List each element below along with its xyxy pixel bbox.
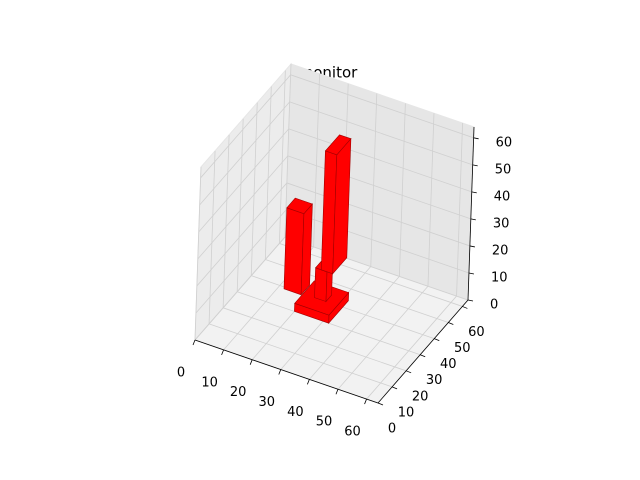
- grid-line: [208, 150, 216, 324]
- voxel-top-face: [286, 197, 313, 215]
- grid-line: [200, 74, 291, 179]
- x-tick: [307, 379, 310, 385]
- x-tick-label: 40: [287, 405, 304, 420]
- voxels: [283, 134, 352, 325]
- z-tick-label: 10: [491, 270, 508, 285]
- grid-line: [222, 134, 230, 308]
- grid-line: [427, 113, 435, 287]
- y-tick-label: 20: [412, 389, 429, 404]
- y-tick: [434, 338, 440, 341]
- y-tick: [462, 306, 468, 309]
- x-tick-label: 30: [259, 395, 276, 410]
- grid-line: [286, 182, 471, 247]
- grid-line: [289, 101, 473, 166]
- z-axis: [467, 126, 475, 301]
- x-tick-label: 50: [316, 415, 333, 430]
- z-tick-label: 0: [490, 298, 498, 313]
- x-tick: [278, 369, 282, 375]
- grid-line: [313, 73, 320, 247]
- grid-line: [236, 118, 244, 292]
- z-tick: [467, 299, 474, 302]
- z-tick: [469, 245, 475, 248]
- grid-line: [284, 63, 292, 238]
- grid-line: [456, 123, 463, 297]
- voxel-top-face: [324, 134, 352, 156]
- z-tick-label: 30: [493, 216, 510, 231]
- grid-line: [398, 103, 406, 277]
- z-tick: [468, 272, 475, 275]
- grid-line: [288, 128, 472, 193]
- z-tick: [473, 137, 479, 140]
- x-tick: [221, 349, 224, 355]
- grid-line: [370, 93, 378, 267]
- grid-line: [366, 295, 457, 400]
- y-tick-label: 10: [398, 405, 415, 420]
- grid-line: [194, 236, 286, 341]
- z-tick-label: 60: [496, 135, 513, 150]
- x-tick-label: 60: [344, 425, 361, 440]
- grid-line: [337, 285, 429, 390]
- grid-line: [287, 155, 471, 220]
- voxel-front-face: [314, 267, 328, 302]
- y-tick: [405, 370, 412, 374]
- x-tick: [192, 339, 196, 346]
- grid-line: [250, 102, 258, 276]
- z-tick-label: 20: [492, 243, 509, 258]
- y-tick-label: 0: [388, 422, 396, 437]
- grid-line: [194, 166, 202, 341]
- grid-line: [285, 209, 470, 274]
- grid-line: [198, 128, 290, 233]
- z-tick: [471, 191, 477, 194]
- x-tick-label: 10: [201, 375, 218, 390]
- grid-line: [196, 182, 288, 287]
- y-tick: [391, 386, 398, 390]
- x-axis: [194, 339, 379, 404]
- grid-line: [278, 70, 286, 244]
- x-tick-label: 0: [177, 366, 185, 381]
- grid-line: [222, 307, 407, 372]
- grid-line: [195, 209, 287, 314]
- x-tick: [249, 359, 253, 365]
- z-tick: [470, 218, 476, 221]
- grid-line: [208, 323, 393, 388]
- voxel-box: [320, 134, 352, 275]
- y-tick-label: 30: [426, 373, 443, 388]
- y-tick-label: 60: [468, 325, 485, 340]
- y-tick: [420, 354, 426, 358]
- y-tick-label: 40: [440, 357, 457, 372]
- z-tick-label: 50: [495, 162, 512, 177]
- grid-line: [290, 74, 474, 139]
- grid-line: [264, 86, 272, 260]
- grid-line: [197, 155, 289, 260]
- y-tick: [377, 402, 384, 406]
- z-tick: [472, 164, 478, 167]
- x-tick-label: 20: [230, 385, 247, 400]
- y-axis: [377, 299, 469, 404]
- z-tick-label: 40: [494, 189, 511, 204]
- x-tick: [335, 389, 339, 395]
- x-tick: [364, 398, 367, 405]
- grid-line: [284, 236, 469, 301]
- grid-line: [199, 101, 290, 206]
- grid-line: [309, 276, 400, 380]
- y-tick: [448, 322, 454, 325]
- voxel-front-face: [283, 207, 305, 296]
- y-tick-label: 50: [454, 341, 471, 356]
- voxel-box: [283, 197, 313, 296]
